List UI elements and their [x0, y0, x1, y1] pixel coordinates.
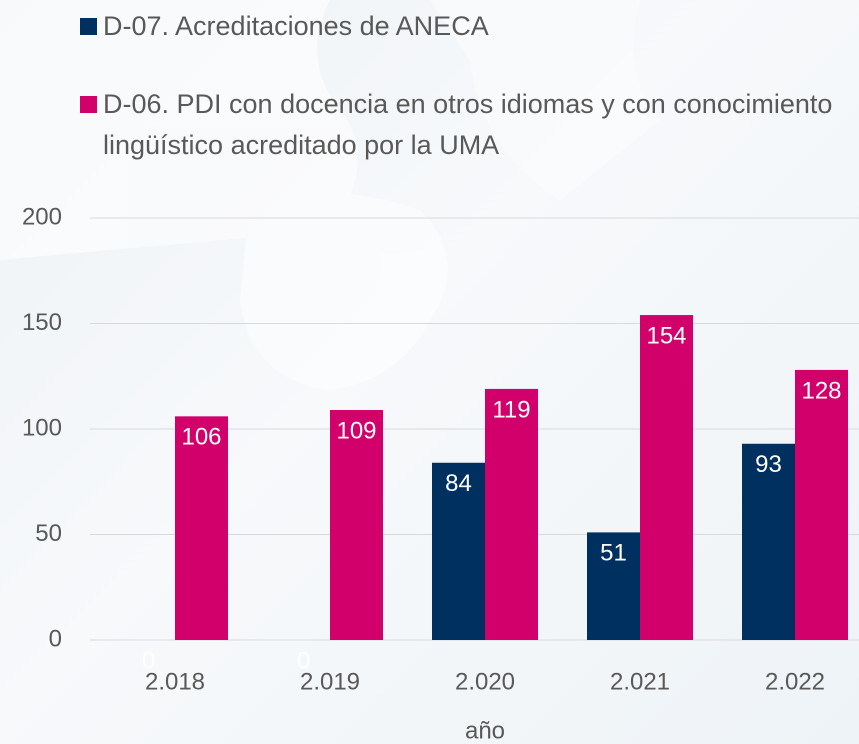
- data-label: 84: [445, 470, 472, 497]
- y-tick-label: 0: [49, 625, 62, 652]
- legend-label: D-07. Acreditaciones de ANECA: [103, 11, 489, 41]
- data-label: 109: [336, 417, 376, 444]
- data-label: 93: [755, 451, 782, 478]
- bar: [742, 443, 795, 640]
- legend-item: D-06. PDI con docencia en otros idiomas …: [80, 84, 833, 166]
- x-tick-label: 2.022: [765, 668, 825, 695]
- data-label: 119: [492, 396, 530, 423]
- x-tick-label: 2.020: [455, 668, 515, 695]
- legend-item: D-07. Acreditaciones de ANECA: [80, 6, 833, 47]
- data-label: 128: [801, 377, 841, 404]
- y-tick-label: 50: [35, 520, 62, 547]
- legend-swatch: [80, 18, 97, 35]
- bar: [485, 388, 538, 640]
- x-tick-label: 2.019: [300, 668, 360, 695]
- bar: [330, 410, 383, 640]
- bar: [795, 369, 848, 640]
- x-tick-label: 2.021: [610, 668, 670, 695]
- y-tick-label: 200: [22, 203, 62, 230]
- legend-swatch: [80, 96, 97, 113]
- y-tick-label: 150: [22, 309, 62, 336]
- legend-label: D-06. PDI con docencia en otros idiomas …: [103, 89, 833, 160]
- x-axis-title: año: [465, 717, 505, 744]
- data-label: 0: [142, 647, 155, 674]
- bar: [640, 315, 693, 640]
- bar: [587, 532, 640, 640]
- background-shapes: [0, 0, 660, 390]
- bar: [432, 462, 485, 640]
- x-tick-label: 2.018: [145, 668, 205, 695]
- data-label: 154: [646, 322, 686, 349]
- data-label: 106: [181, 424, 221, 451]
- bar: [175, 416, 228, 640]
- data-label: 51: [600, 540, 627, 567]
- y-tick-label: 100: [22, 414, 62, 441]
- data-label: 0: [297, 647, 310, 674]
